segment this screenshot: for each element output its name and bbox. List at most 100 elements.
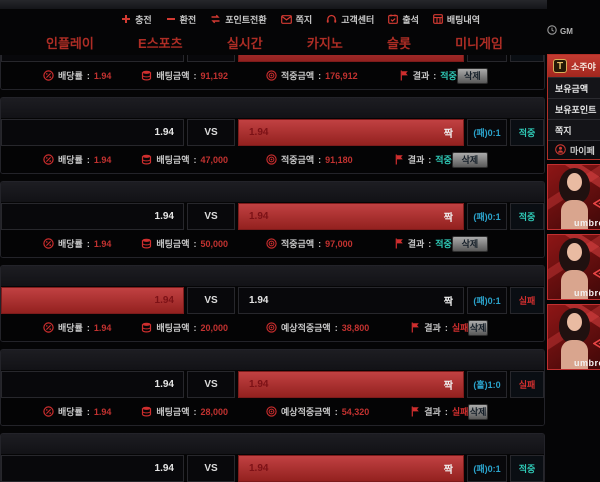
win-amount-value: 176,912 [325,70,358,81]
away-odds-value: 1.94 [249,379,269,390]
bet-card: 1.94 VS 1.94 짝 (패)0:1 적중 배당률 : 1.94 [0,97,545,174]
home-odds-cell: 1.94 [1,55,184,62]
result-stat: 결과 : 실패 [411,405,468,418]
odds-row: 1.94 VS 1.94 짝 (패)0:1 적중 [1,455,544,482]
result-value: 실패 [451,323,469,333]
bet-amount-label: 배팅금액 [156,323,190,333]
status-text: 적중 [518,128,536,138]
rate-stat: 배당률 : 1.94 [43,237,111,250]
result-stat: 결과 : 적중 [395,237,452,250]
score-cell: (홀)1:0 [467,371,507,398]
topbar-item-point-transfer[interactable]: 포인트전환 [210,13,267,26]
target-icon [266,238,277,249]
bet-amount-value: 47,000 [200,154,229,165]
score-cell: (패)0:1 [467,119,507,146]
score-value: (패)0:1 [473,464,501,474]
delete-button[interactable]: 삭제 [451,151,488,168]
win-amount-label: 적중금액 [281,239,315,249]
grid-icon [432,14,443,24]
bet-amount-value: 91,192 [200,70,229,81]
topbar-item-bet-history[interactable]: 배팅내역 [432,13,480,26]
delete-button[interactable]: 삭제 [468,319,488,336]
pick-label: 짝 [444,55,453,56]
pick-label: 짝 [443,381,453,392]
result-stat: 결과 : 실패 [411,321,468,334]
status-text: 적중 [518,212,536,222]
nav-item-slot[interactable]: 슬롯 [387,35,411,51]
odds-row: 1.94 VS 1.94 짝 (패)0:1 적중 [1,119,544,146]
win-amount-label: 예상적중금액 [281,407,331,417]
banner-model-face [567,173,582,191]
bet-card-footer: 배당률 : 1.94 배팅금액 : 47,000 적중금액 : 91,180 결… [1,146,544,173]
topbar-item-withdraw[interactable]: 환전 [166,13,196,26]
vs-cell: VS [187,287,235,314]
away-odds-cell: 1.94 짝 [238,203,464,230]
banner-model-face [567,313,582,331]
colon: : [334,322,338,333]
calendar-icon [388,14,399,24]
topbar-item-support[interactable]: 고객센터 [326,13,374,26]
colon: : [193,238,197,249]
topbar-item-deposit[interactable]: 충전 [121,13,152,26]
win-amount-stat: 예상적중금액 : 38,800 [266,321,369,334]
result-stat: 결과 : 적중 [400,69,457,82]
umbro-banner[interactable]: umbro [547,234,600,300]
topbar-item-message[interactable]: 쪽지 [280,13,313,26]
vs-label: VS [204,295,218,306]
vs-cell: VS [187,371,235,398]
win-amount-stat: 예상적중금액 : 54,320 [266,405,369,418]
sidebar: GM T 소주야 보유금액 보유포인트 쪽지 마이페 umbro umbro [547,0,600,482]
mypage-button[interactable]: 마이페 [548,140,600,159]
rate-value: 1.94 [93,406,112,417]
colon: : [444,406,448,417]
colon: : [318,154,322,165]
sidebar-item-points[interactable]: 보유포인트 [548,98,600,119]
home-odds-cell: 1.94 [1,455,184,482]
flag-icon [411,406,420,417]
colon: : [86,322,90,333]
target-icon [266,70,277,81]
away-odds-value: 1.94 [249,211,269,222]
odds-row: 1.94 VS 1.94 짝 (패)0:1 적중 [1,55,544,62]
banner-model-body [561,340,588,369]
topbar-item-attendance[interactable]: 출석 [388,13,419,26]
umbro-banner[interactable]: umbro [547,164,600,230]
rate-value: 1.94 [93,154,112,165]
status-badge: 실패 [510,287,544,314]
rate-label: 배당률 [58,323,83,333]
odds-row: 1.94 VS 1.94 짝 (패)0:1 실패 [1,287,544,314]
home-odds-value: 1.94 [154,211,174,222]
banner-brand-text: umbro [574,358,600,368]
delete-button[interactable]: 삭제 [468,403,488,420]
umbro-banner[interactable]: umbro [547,304,600,370]
colon: : [86,238,90,249]
sidebar-item-message[interactable]: 쪽지 [548,119,600,140]
topbar-label: 고객센터 [341,14,375,25]
away-odds-cell: 1.94 짝 [238,455,464,482]
vs-label: VS [204,127,218,138]
topbar-label: 충전 [135,14,152,25]
win-amount-stat: 적중금액 : 176,912 [266,69,358,82]
delete-button[interactable]: 삭제 [456,67,488,84]
nav-item-esports[interactable]: E스포츠 [138,35,183,51]
nav-item-casino[interactable]: 카지노 [306,35,343,51]
bet-amount-stat: 배팅금액 : 47,000 [141,153,228,166]
away-odds-value: 1.94 [249,127,269,138]
delete-button[interactable]: 삭제 [451,235,488,252]
rate-value: 1.94 [93,70,112,81]
nav-item-inplay[interactable]: 인플레이 [46,35,94,51]
banner-brand-text: umbro [574,218,600,228]
pick-label: 짝 [443,465,453,476]
rate-stat: 배당률 : 1.94 [43,153,111,166]
target-icon [266,406,277,417]
bet-card: 1.94 VS 1.94 짝 (패)0:1 적중 배당률 : 1.94 [0,433,545,482]
nav-item-minigame[interactable]: 미니게임 [455,35,503,51]
home-odds-value: 1.94 [154,127,174,138]
percent-icon [43,154,54,165]
topbar-label: 쪽지 [295,14,313,25]
rate-label: 배당률 [58,155,83,165]
topbar-label: 배팅내역 [446,14,480,25]
sidebar-item-balance[interactable]: 보유금액 [548,77,600,98]
vs-cell: VS [187,203,235,230]
nav-item-realtime[interactable]: 실시간 [226,35,263,51]
